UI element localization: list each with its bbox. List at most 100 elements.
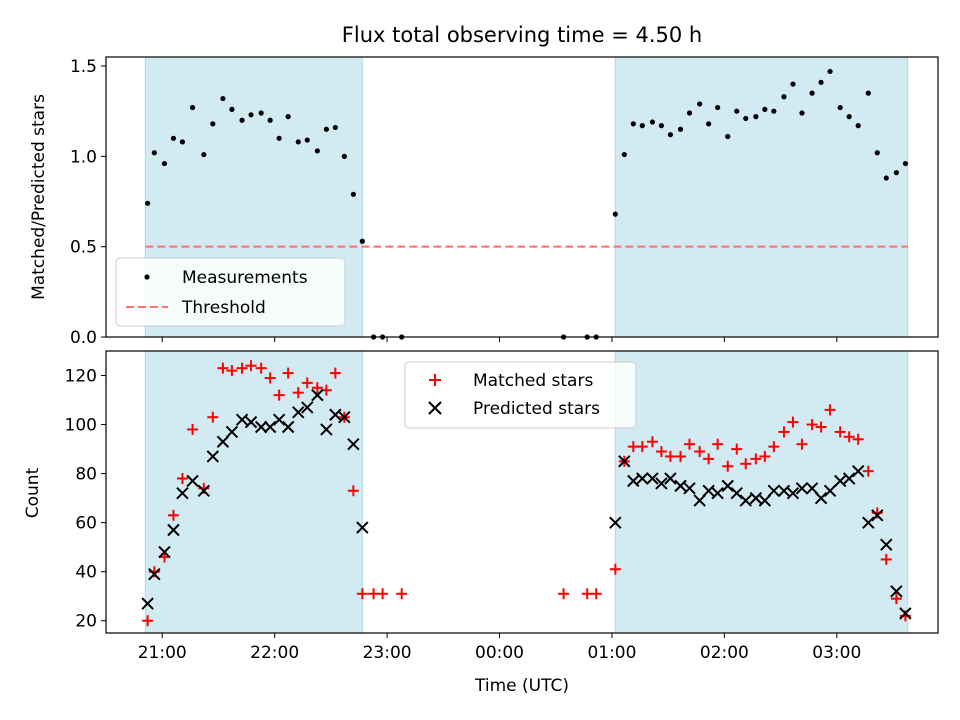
predicted-x-b [890, 585, 903, 598]
predicted-star-point [890, 585, 903, 598]
matched-star-point [167, 509, 179, 521]
matched-star-point [768, 441, 780, 453]
matched-star-point [862, 465, 874, 477]
measurement-point [658, 123, 665, 129]
predicted-star-point [197, 484, 211, 497]
matched-star-point [778, 426, 790, 438]
matched-star-point [217, 362, 229, 374]
matched-star-point [282, 367, 294, 379]
matched-star-point [740, 458, 752, 470]
predicted-star-point [795, 482, 809, 495]
matched-star-point [187, 423, 199, 435]
matched-star-point [880, 553, 892, 565]
matched-star-point [703, 453, 715, 465]
predicted-star-point [338, 411, 351, 424]
measurement-point [827, 68, 833, 75]
measurement-point [314, 148, 320, 154]
measurement-point [220, 95, 226, 102]
matched-star-point [329, 367, 341, 379]
measurement-point [332, 124, 338, 131]
y-tick-label: 1.5 [70, 57, 97, 77]
predicted-star-point [842, 472, 856, 485]
predicted-x-b [176, 487, 189, 500]
chart-title: Flux total observing time = 4.50 h [342, 23, 702, 47]
predicted-x-b [871, 509, 884, 522]
matched-star-point [664, 450, 676, 462]
matched-star-point [558, 588, 570, 600]
predicted-x-b [263, 420, 277, 434]
predicted-star-point [862, 516, 875, 529]
predicted-star-point [292, 406, 305, 419]
predicted-star-point [148, 567, 161, 581]
predicted-star-point [814, 491, 828, 505]
predicted-star-point [758, 494, 772, 507]
predicted-x-b [281, 420, 295, 434]
predicted-x-b [167, 523, 180, 537]
predicted-star-point [646, 472, 659, 485]
measurement-point [258, 110, 264, 116]
measurement-point [855, 123, 861, 129]
predicted-star-point [176, 487, 189, 500]
measurement-point [239, 117, 245, 123]
predicted-x-b [758, 494, 772, 507]
measurement-point [359, 238, 365, 244]
x-tick-label: 01:00 [587, 643, 636, 663]
predicted-x-b [664, 472, 677, 485]
measurement-point [201, 151, 207, 158]
measurement-point [295, 139, 301, 145]
measurement-point [809, 90, 815, 96]
predicted-x-b [749, 491, 763, 505]
predicted-star-point [263, 420, 277, 434]
measurement-point [715, 104, 721, 111]
predicted-x-b [777, 484, 791, 497]
predicted-star-point [167, 523, 180, 537]
measurement-point [799, 110, 805, 116]
predicted-x-b [311, 388, 324, 402]
measurement-point [161, 160, 168, 167]
x-axis-label: Time (UTC) [474, 676, 569, 696]
predicted-x-b [767, 484, 781, 497]
matched-star-point [207, 411, 219, 423]
measurement-point [621, 151, 627, 158]
matched-star-point [273, 389, 285, 401]
predicted-x-b [711, 487, 724, 500]
predicted-star-point [216, 435, 230, 448]
predicted-star-point [141, 597, 154, 610]
matched-star-point [636, 441, 648, 453]
matched-star-point [675, 450, 687, 462]
measurement-point [323, 126, 329, 132]
predicted-x-b [148, 567, 161, 581]
y-tick-label: 100 [65, 416, 97, 436]
count-legend: Matched stars Predicted stars [404, 361, 637, 429]
y-tick-label: 0.0 [70, 328, 97, 348]
y-tick-label: 40 [75, 563, 97, 583]
predicted-star-point [320, 423, 333, 436]
predicted-x-b [805, 482, 819, 495]
measurement-point [630, 121, 636, 127]
predicted-x-b [655, 477, 668, 490]
predicted-star-point [805, 482, 819, 495]
measurement-point [267, 117, 273, 123]
ratio-panel-frame [105, 56, 939, 338]
predicted-x-b [186, 474, 199, 488]
matched-star-point [843, 431, 855, 443]
predicted-x-b [254, 420, 268, 434]
predicted-x-b [683, 482, 696, 495]
predicted-x-b [880, 538, 893, 551]
measurement-point [649, 119, 656, 125]
predicted-star-point [206, 450, 220, 463]
measurement-point [350, 191, 356, 197]
measurement-point [790, 81, 796, 87]
predicted-x-b [141, 597, 154, 610]
y-tick-label: 120 [65, 367, 97, 387]
x-tick-label: 21:00 [138, 643, 187, 663]
predicted-x-b [216, 435, 230, 448]
measurement-point [304, 137, 310, 143]
predicted-star-point [655, 477, 668, 490]
predicted-x-b [235, 413, 249, 426]
measurement-point [706, 121, 712, 127]
matched-star-point [731, 443, 743, 455]
predicted-x-b [674, 479, 687, 493]
predicted-star-point [871, 509, 884, 522]
